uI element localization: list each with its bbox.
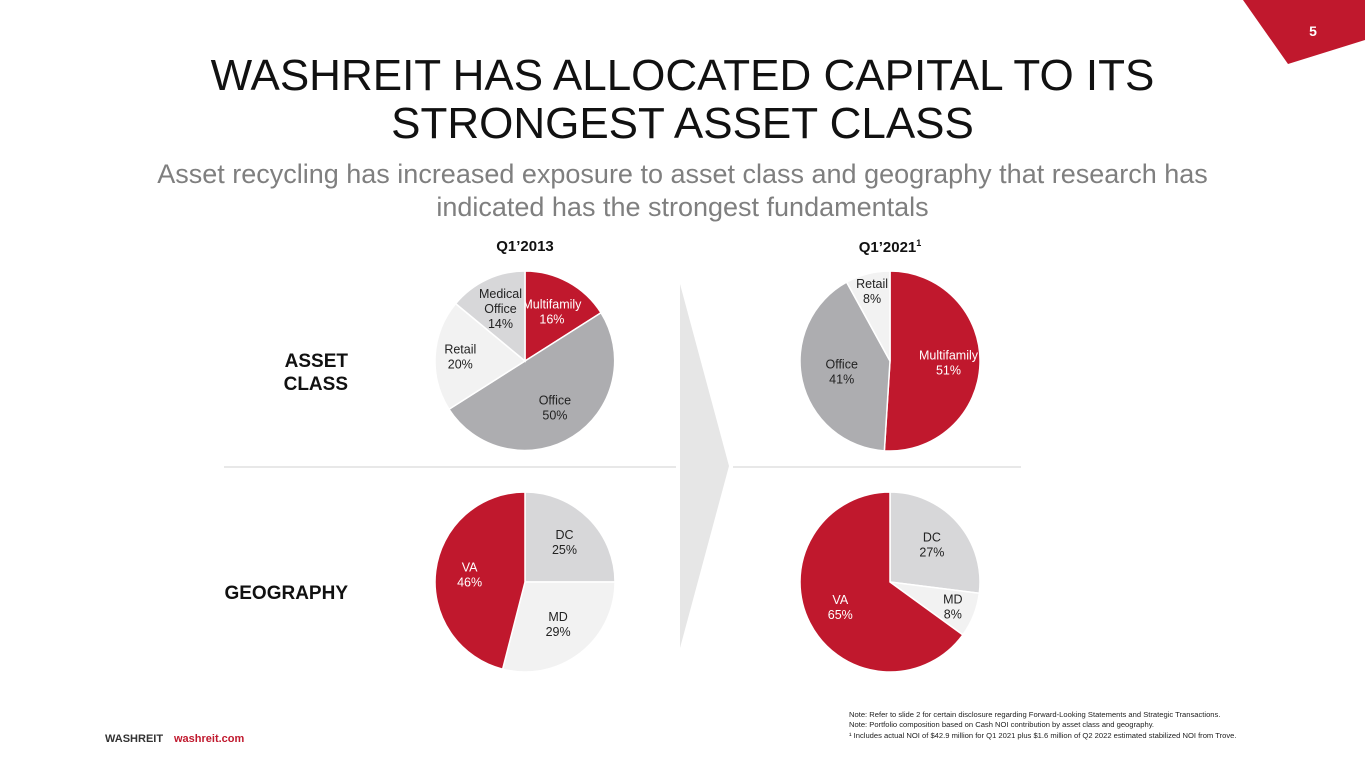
slice-percent: 51% [936, 363, 961, 377]
footnotes: Note: Refer to slide 2 for certain discl… [849, 710, 1236, 741]
slice-name: MD [943, 592, 962, 606]
slice-name: VA [832, 593, 848, 607]
footer-brand: WASHREIT [105, 733, 164, 745]
pie-q1-2013-geography: DC 25% MD 29% VA 46% [434, 491, 616, 673]
page-subtitle: Asset recycling has increased exposure t… [100, 158, 1265, 224]
pie-q1-2021-asset-class: Multifamily 51% Office 41% Retail 8% [799, 270, 981, 452]
slice-label: Office 41% [825, 357, 857, 386]
slice-percent: 41% [829, 372, 854, 386]
column-header-q1-2021-text: Q1’2021 [858, 239, 917, 256]
slice-name: Medical [479, 287, 522, 301]
slice-percent: 16% [539, 313, 564, 327]
pie-slice-retail [845, 270, 891, 362]
pie-q1-2013-asset-class: Multifamily 16%Office 50%Retail 20%Medical O… [434, 270, 616, 452]
slice-percent: 29% [546, 625, 571, 639]
title-line-1: WASHREIT HAS ALLOCATED CAPITAL TO ITS [210, 51, 1155, 100]
slice-label: Medical Office 14% [479, 287, 522, 331]
slice-label: Multifamily 16% [522, 298, 582, 327]
slice-percent: 50% [542, 409, 567, 423]
row-label-asset-class: ASSET CLASS [250, 350, 348, 396]
column-header-q1-2013: Q1’2013 [496, 238, 554, 255]
slice-name: Office [825, 357, 857, 371]
pie-slice-office [447, 311, 616, 452]
note-1: Note: Refer to slide 2 for certain discl… [849, 710, 1221, 719]
subtitle-line-1: Asset recycling has increased exposure t… [157, 159, 1208, 189]
slice-percent: 14% [488, 317, 513, 331]
slice-label: VA 46% [457, 561, 482, 590]
slice-name: Multifamily [919, 348, 979, 362]
page-title: WASHREIT HAS ALLOCATED CAPITAL TO ITS ST… [0, 52, 1365, 148]
pie-slice-multifamily [524, 270, 603, 363]
slice-percent: 25% [552, 543, 577, 557]
slice-name: DC [555, 528, 573, 542]
slice-name: VA [462, 561, 478, 575]
column-header-q1-2021: Q1’20211 [820, 238, 960, 256]
footer-url-link[interactable]: washreit.com [174, 733, 245, 745]
slice-percent: 27% [919, 546, 944, 560]
slice-label: MD 29% [546, 610, 571, 639]
slice-name: Retail [856, 277, 888, 291]
pie-slice-multifamily [883, 270, 981, 452]
slice-name: Retail [444, 342, 476, 356]
page-number: 5 [1309, 23, 1317, 39]
transition-arrow [680, 284, 729, 648]
slice-name: Office [484, 302, 516, 316]
pie-slice-retail [434, 302, 527, 411]
subtitle-line-2: indicated has the strongest fundamentals [436, 192, 929, 222]
row-label-class: CLASS [283, 374, 348, 395]
pie-slice-md [501, 581, 616, 673]
slice-label: Multifamily 51% [919, 348, 979, 377]
slice-name: DC [923, 531, 941, 545]
slice-label: Office 50% [539, 394, 571, 423]
row-label-geography: GEOGRAPHY [224, 583, 348, 604]
slice-label: VA 65% [828, 593, 853, 622]
pie-slice-office [799, 281, 891, 452]
slice-label: DC 25% [552, 528, 577, 557]
slice-label: MD 8% [943, 592, 962, 621]
slice-percent: 8% [863, 292, 881, 306]
pie-slice-dc [889, 491, 981, 595]
pie-slice-va [434, 491, 526, 671]
slice-percent: 65% [828, 608, 853, 622]
pie-slice-va [799, 491, 964, 673]
slice-label: DC 27% [919, 531, 944, 560]
slice-name: Office [539, 394, 571, 408]
slice-name: MD [548, 610, 567, 624]
slice-percent: 46% [457, 576, 482, 590]
slice-label: Retail 20% [444, 342, 476, 371]
slice-percent: 20% [448, 357, 473, 371]
slice-name: Multifamily [522, 298, 582, 312]
slice-percent: 8% [944, 607, 962, 621]
slice-label: Retail 8% [856, 277, 888, 306]
row-label-asset: ASSET [284, 351, 348, 372]
pie-slice-medical [454, 270, 526, 363]
footnote-marker: 1 [916, 238, 922, 248]
note-3: ¹ Includes actual NOI of $42.9 million f… [849, 730, 1237, 740]
pie-slice-dc [524, 491, 616, 583]
title-line-2: STRONGEST ASSET CLASS [391, 99, 974, 148]
note-2: Note: Portfolio composition based on Cas… [849, 720, 1155, 730]
pie-q1-2021-geography: DC 27% MD 8% VA 65% [799, 491, 981, 673]
